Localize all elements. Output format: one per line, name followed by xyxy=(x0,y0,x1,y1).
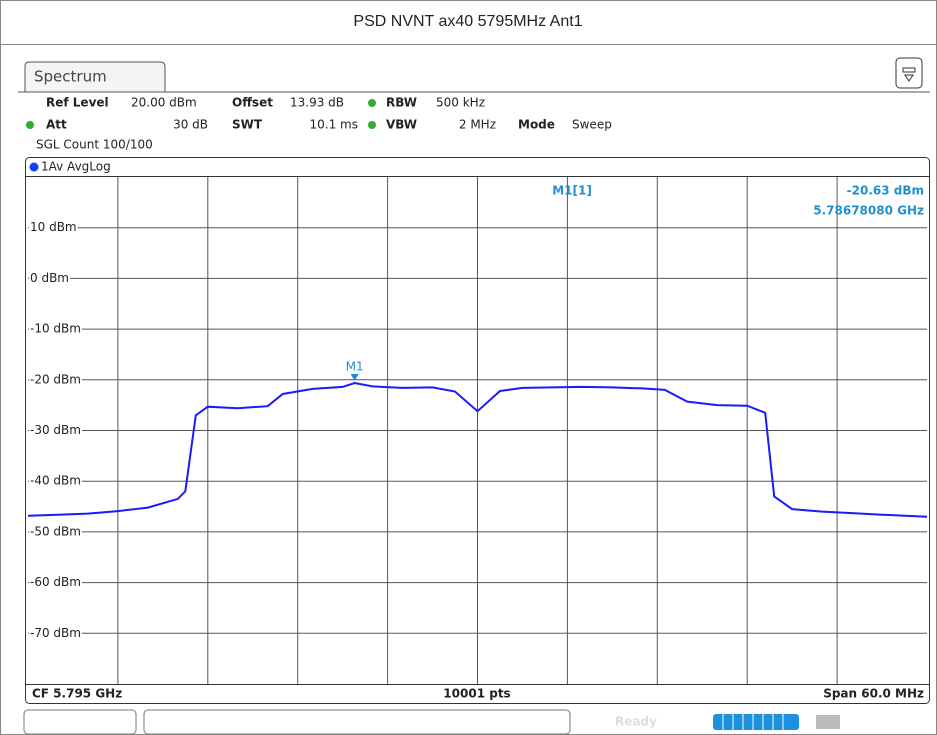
tick-label-bg xyxy=(29,625,82,640)
trace xyxy=(27,381,928,518)
trace-dot xyxy=(29,162,39,172)
menu-icon xyxy=(902,67,916,82)
y-tick-label: -60 dBm xyxy=(30,575,81,589)
menu-button[interactable] xyxy=(895,57,923,89)
tick-label-bg xyxy=(29,423,82,437)
setting-name: RBW xyxy=(386,96,417,110)
setting-value: 13.93 dB xyxy=(290,96,344,110)
progress-ticks xyxy=(722,714,784,730)
y-tick-label: -30 dBm xyxy=(30,423,81,437)
status-field xyxy=(23,709,137,735)
setting-name: Att xyxy=(46,118,67,132)
status-text: Ready xyxy=(615,715,657,729)
y-tick-label: 10 dBm xyxy=(30,220,77,234)
tick-label-bg xyxy=(29,220,78,235)
status-dot xyxy=(368,99,376,107)
y-tick-label: 0 dBm xyxy=(30,271,69,285)
trace-label: 1Av AvgLog xyxy=(41,160,111,174)
footer-center: 10001 pts xyxy=(443,687,510,701)
y-tick-label: -10 dBm xyxy=(30,322,81,336)
y-tick-label: -40 dBm xyxy=(30,474,81,488)
status-dot xyxy=(26,121,34,129)
tab-label: Spectrum xyxy=(34,68,107,86)
setting-name: Offset xyxy=(232,96,273,110)
setting-value: 20.00 dBm xyxy=(131,96,197,110)
setting-value: 500 kHz xyxy=(436,96,485,110)
tick-label-bg xyxy=(29,575,82,590)
plot: 10 dBm 0 dBm -10 dBm -20 dBm -30 dBm -40 dBm -… xyxy=(27,177,928,684)
setting-value: 2 MHz xyxy=(459,118,496,132)
footer-right: Span 60.0 MHz xyxy=(823,687,924,701)
status-icon xyxy=(816,715,840,729)
setting-name: Mode xyxy=(518,118,555,132)
sgl-count: SGL Count 100/100 xyxy=(36,138,153,152)
status-field xyxy=(143,709,571,735)
tick-label-bg xyxy=(29,473,82,488)
y-tick-label: -70 dBm xyxy=(30,626,81,640)
setting-value: 10.1 ms xyxy=(310,118,358,132)
tick-label-bg xyxy=(29,524,82,539)
progress-bar xyxy=(713,714,799,730)
y-tick-label: -20 dBm xyxy=(30,372,81,386)
marker-readout: M1[1] xyxy=(552,184,592,198)
tab[interactable] xyxy=(24,61,166,92)
setting-value: 30 dB xyxy=(173,118,208,132)
setting-name: Ref Level xyxy=(46,96,109,110)
footer-left: CF 5.795 GHz xyxy=(32,687,122,701)
window-title: PSD NVNT ax40 5795MHz Ant1 xyxy=(353,13,582,30)
status-dot xyxy=(368,121,376,129)
tick-label-bg xyxy=(29,372,82,387)
tick-label-bg xyxy=(29,321,82,336)
setting-value: Sweep xyxy=(572,118,612,132)
tick-label-bg xyxy=(29,270,70,285)
y-tick-label: -50 dBm xyxy=(30,524,81,538)
setting-name: VBW xyxy=(386,118,417,132)
marker xyxy=(350,373,359,381)
setting-name: SWT xyxy=(232,118,263,132)
marker-readout: 5.78678080 GHz xyxy=(813,204,924,218)
marker-readout: -20.63 dBm xyxy=(847,184,924,198)
marker-label: M1 xyxy=(346,359,364,373)
